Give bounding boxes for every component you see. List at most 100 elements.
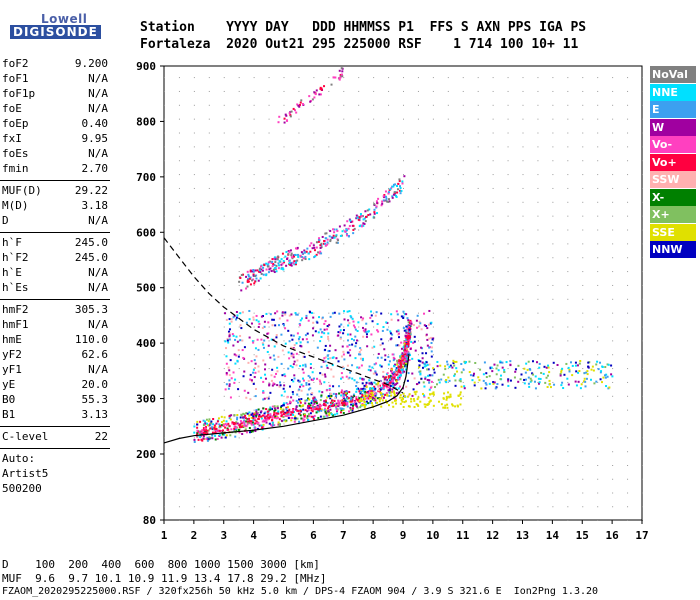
spread-echo — [402, 327, 405, 330]
grid-dot — [193, 90, 195, 92]
echo-point — [403, 350, 406, 353]
sse-echo — [363, 397, 366, 400]
echo-point — [396, 363, 399, 366]
echo-point — [370, 388, 373, 391]
spread-echo — [411, 372, 414, 375]
grid-dot — [178, 118, 180, 120]
grid-dot — [462, 174, 464, 176]
spread-echo — [400, 315, 403, 318]
echo-point — [403, 340, 406, 343]
echo-point — [257, 415, 260, 418]
grid-dot — [373, 451, 375, 453]
grid-dot — [432, 90, 434, 92]
spread-echo — [282, 323, 285, 326]
grid-dot — [462, 90, 464, 92]
echo-point — [319, 87, 322, 90]
grid-dot — [164, 201, 165, 203]
sse-echo — [360, 399, 363, 402]
echo-point — [361, 388, 364, 391]
spread-echo — [307, 379, 310, 382]
sse-echo — [446, 403, 449, 406]
echo-point — [260, 424, 263, 427]
x-tick-label: 17 — [635, 529, 648, 542]
grid-dot — [193, 118, 195, 120]
grid-dot — [582, 506, 584, 508]
spread-echo — [307, 351, 310, 354]
sse-echo — [427, 396, 430, 399]
grid-dot — [597, 381, 599, 383]
echo-point — [256, 412, 259, 415]
spread-echo — [340, 323, 343, 326]
grid-dot — [193, 77, 195, 79]
echo-point — [252, 423, 255, 426]
spread-echo — [346, 345, 349, 348]
echo-point — [341, 230, 344, 233]
spread-echo — [402, 310, 405, 313]
grid-dot — [522, 90, 524, 92]
sse-echo — [392, 390, 395, 393]
param-row: hmF1 N/A — [0, 318, 110, 333]
sse-echo — [399, 402, 402, 405]
sse-echo — [419, 400, 422, 403]
grid-dot — [567, 118, 569, 120]
echo-point — [401, 354, 404, 357]
echo-point — [257, 279, 260, 282]
echo-point — [349, 220, 352, 223]
echo-point — [265, 421, 268, 424]
echo-point — [369, 213, 372, 216]
echo-point — [323, 240, 326, 243]
grid-dot — [417, 215, 419, 217]
grid-dot — [268, 381, 270, 383]
grid-dot — [373, 146, 375, 148]
echo-point — [288, 263, 291, 266]
echo-point — [271, 260, 274, 263]
grid-dot — [388, 312, 390, 314]
grid-dot — [164, 243, 165, 245]
spread-echo — [386, 322, 389, 325]
spread-echo — [409, 348, 412, 351]
grid-dot — [612, 451, 614, 453]
spread-echo — [404, 358, 407, 361]
echo-point — [271, 416, 274, 419]
echo-point — [241, 281, 244, 284]
spread-echo — [311, 334, 314, 337]
grid-dot — [164, 312, 165, 314]
grid-dot — [178, 492, 180, 494]
grid-dot — [253, 243, 255, 245]
sse-echo — [369, 397, 372, 400]
sse-echo — [402, 392, 405, 395]
grid-dot — [268, 174, 270, 176]
grid-dot — [373, 340, 375, 342]
spread-echo — [283, 373, 286, 376]
echo-point — [207, 429, 210, 432]
grid-dot — [627, 187, 629, 189]
echo-point — [341, 70, 344, 73]
echo-point — [228, 425, 231, 428]
grid-dot — [388, 243, 390, 245]
spread-echo — [418, 381, 421, 384]
grid-dot — [238, 90, 240, 92]
grid-dot — [537, 340, 539, 342]
spread-echo — [271, 324, 274, 327]
grid-dot — [283, 215, 285, 217]
grid-dot — [522, 132, 524, 134]
spread-echo — [463, 387, 466, 390]
echo-point — [197, 438, 200, 441]
grid-dot — [373, 492, 375, 494]
spread-echo — [232, 371, 235, 374]
echo-point — [324, 237, 327, 240]
spread-echo — [436, 365, 439, 368]
grid-dot — [298, 201, 300, 203]
spread-echo — [429, 386, 432, 389]
echo-point — [273, 413, 276, 416]
x-tick-label: 1 — [161, 529, 168, 542]
echo-point — [335, 241, 338, 244]
spread-echo — [593, 382, 596, 385]
echo-point — [311, 404, 314, 407]
echo-point — [252, 278, 255, 281]
echo-point — [353, 227, 356, 230]
grid-dot — [193, 492, 195, 494]
spread-echo — [306, 393, 309, 396]
grid-dot — [238, 77, 240, 79]
echo-point — [319, 415, 322, 418]
